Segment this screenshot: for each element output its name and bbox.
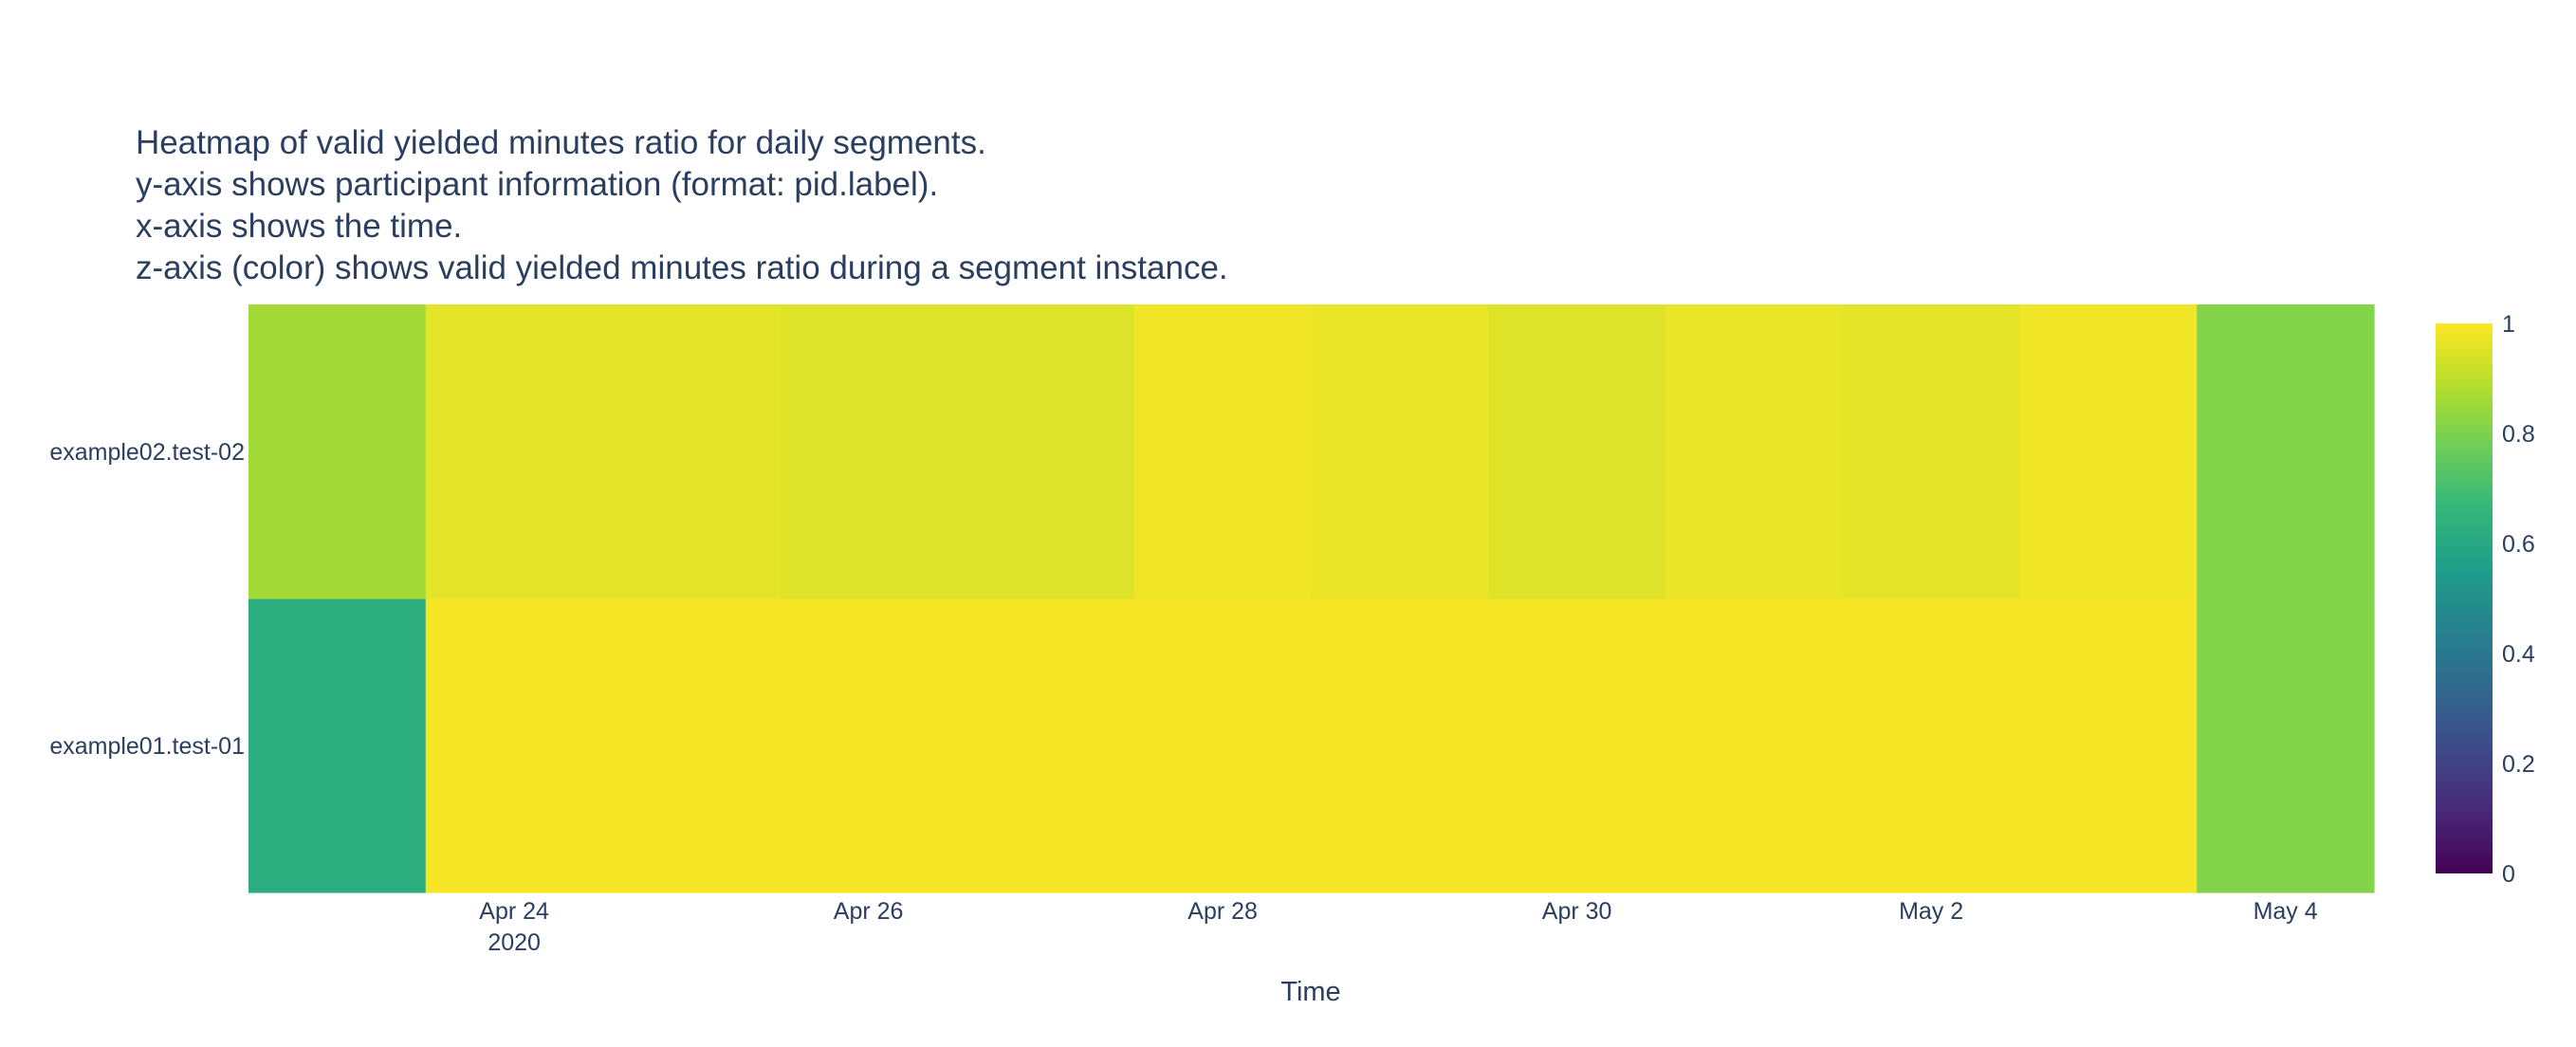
heatmap-cells (248, 304, 2375, 893)
heatmap-cell (780, 304, 957, 599)
heatmap-cell (1312, 598, 1489, 893)
heatmap-cell (2020, 304, 2198, 599)
heatmap-cell (248, 304, 426, 599)
heatmap-cell (1665, 598, 1843, 893)
heatmap-cell (426, 304, 603, 599)
heatmap-cell (780, 598, 957, 893)
heatmap-cell (2197, 304, 2374, 599)
colorbar-tick-label: 1 (2502, 311, 2515, 338)
heatmap-cell (248, 598, 426, 893)
heatmap-cell (1134, 304, 1312, 599)
colorbar-tick-label: 0.8 (2502, 421, 2535, 448)
y-axis-ticks: example01.test-01 example02.test-02 (49, 439, 245, 760)
colorbar (2436, 323, 2493, 873)
heatmap-cell (1843, 598, 2020, 893)
title-line: Heatmap of valid yielded minutes ratio f… (136, 124, 986, 161)
heatmap-cell (957, 598, 1134, 893)
heatmap-cell (426, 598, 603, 893)
x-tick-label: May 4 (2254, 898, 2318, 925)
x-tick-label: Apr 30 (1542, 898, 1612, 925)
heatmap-cell (2197, 598, 2374, 893)
heatmap-cell (1134, 598, 1312, 893)
heatmap-cell (957, 304, 1134, 599)
title-line: x-axis shows the time. (136, 208, 462, 245)
colorbar-tick-label: 0 (2502, 861, 2515, 888)
x-tick-label: Apr 28 (1187, 898, 1258, 925)
colorbar-gradient (2436, 323, 2493, 873)
x-axis-title: Time (1280, 977, 1340, 1007)
y-tick-label: example02.test-02 (49, 439, 245, 466)
y-tick-label: example01.test-01 (49, 733, 245, 760)
x-tick-label: May 2 (1899, 898, 1963, 925)
heatmap-cell (603, 598, 781, 893)
heatmap-cell (1488, 304, 1665, 599)
chart-title: Heatmap of valid yielded minutes ratio f… (136, 124, 1228, 286)
heatmap-cell (1665, 304, 1843, 599)
colorbar-tick-label: 0.6 (2502, 531, 2535, 558)
colorbar-tick-label: 0.2 (2502, 751, 2535, 778)
heatmap-cell (603, 304, 781, 599)
heatmap-cell (1312, 304, 1489, 599)
title-line: z-axis (color) shows valid yielded minut… (136, 249, 1228, 286)
colorbar-ticks: 0 0.2 0.4 0.6 0.8 1 (2502, 311, 2535, 888)
x-tick-sublabel: 2020 (488, 929, 541, 956)
x-tick-label: Apr 26 (834, 898, 904, 925)
heatmap-cell (1843, 304, 2020, 599)
x-tick-label: Apr 24 (479, 898, 549, 925)
colorbar-tick-label: 0.4 (2502, 641, 2535, 668)
heatmap-cell (1488, 598, 1665, 893)
title-line: y-axis shows participant information (fo… (136, 166, 938, 203)
x-axis-ticks: Apr 24 2020 Apr 26 Apr 28 Apr 30 May 2 May 4 (479, 898, 2317, 956)
heatmap-cell (2020, 598, 2198, 893)
